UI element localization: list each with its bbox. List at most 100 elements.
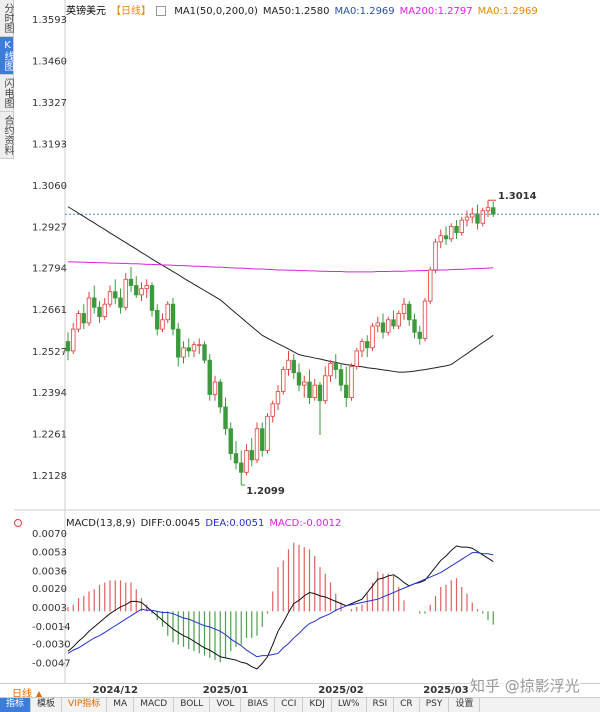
candle-body xyxy=(443,235,449,240)
side-tab[interactable]: 合约资料 xyxy=(0,112,13,159)
toolbar-tab[interactable]: VIP指标 xyxy=(62,698,108,712)
candle-body xyxy=(65,341,71,352)
ma-line xyxy=(67,206,494,373)
candle-body xyxy=(97,306,102,318)
y-tick-label: 0.0036 xyxy=(32,567,67,578)
icon[interactable] xyxy=(156,6,166,16)
toolbar-tab[interactable]: VOL xyxy=(210,698,242,712)
candle-body xyxy=(254,428,260,461)
candle-body xyxy=(81,313,86,324)
candle-body xyxy=(249,450,254,461)
x-tick-label: 2024/12 xyxy=(93,685,138,696)
period: 【日线】 xyxy=(111,6,151,17)
arrow-icon xyxy=(36,691,43,697)
candle-body xyxy=(286,359,291,370)
candle-body xyxy=(265,415,270,451)
candle-body xyxy=(165,303,170,321)
candle-body xyxy=(391,319,396,327)
side-tab[interactable]: K线图 xyxy=(0,37,13,75)
candle-body xyxy=(375,322,380,327)
settings-icon[interactable] xyxy=(14,519,22,527)
candle-body xyxy=(428,269,433,302)
toolbar-tab[interactable]: MA xyxy=(107,698,135,712)
candle-body xyxy=(207,359,212,395)
candle-body xyxy=(449,225,454,240)
legend-entry: DEA:0.0051 xyxy=(205,518,265,529)
y-tick-label: 1.2661 xyxy=(32,305,67,316)
candle-body xyxy=(438,235,443,243)
toolbar-tab[interactable]: 设置 xyxy=(449,698,481,712)
x-tick-label: 2025/01 xyxy=(203,685,248,696)
candle-body xyxy=(338,369,344,386)
toolbar-tab[interactable]: KDJ xyxy=(303,698,332,712)
y-tick-label: 1.3460 xyxy=(32,56,67,67)
candle-body xyxy=(218,381,223,408)
candle-body xyxy=(128,278,134,286)
candle-body xyxy=(459,219,464,233)
candle-body xyxy=(149,285,155,311)
x-tick-label: 2025/03 xyxy=(423,685,468,696)
toolbar-tab[interactable]: RSI xyxy=(367,698,395,712)
toolbar-tab[interactable]: LW% xyxy=(332,698,367,712)
candle-body xyxy=(380,322,386,333)
candle-body xyxy=(191,344,197,352)
toolbar-tab[interactable]: BIAS xyxy=(241,698,276,712)
legend-entry: MACD(13,8,9) xyxy=(66,518,136,529)
toolbar-tab[interactable]: CCI xyxy=(275,698,304,712)
candle-body xyxy=(281,369,286,392)
macd-line xyxy=(67,545,494,670)
legend-entry: MA50:1.2580 xyxy=(262,6,330,17)
candle-body xyxy=(370,325,375,349)
y-tick-label: 1.2261 xyxy=(32,430,67,441)
candle-body xyxy=(475,213,480,224)
candle-body xyxy=(485,207,491,212)
candle-body xyxy=(417,331,422,339)
legend-entry: DIFF:0.0045 xyxy=(140,518,201,529)
candle-body xyxy=(317,384,323,402)
toolbar: 指标 模板 VIP指标 MA MACD BOLL VOL BIAS CCI KDJ LW% RSI CR… xyxy=(0,697,600,712)
y-tick-label: 1.2794 xyxy=(32,264,67,275)
candle-body xyxy=(407,303,412,321)
watermark: 知乎 @掠影浮光 xyxy=(470,675,580,696)
side-tab[interactable]: 闪电图 xyxy=(0,75,13,112)
y-tick-label: 0.0053 xyxy=(32,548,67,559)
toolbar-tab[interactable]: 模板 xyxy=(31,698,63,712)
candle-body xyxy=(296,372,302,386)
side-tab[interactable]: 分时图 xyxy=(0,0,13,37)
candle-body xyxy=(470,213,475,218)
toolbar-tab[interactable]: PSY xyxy=(420,698,450,712)
candle-body xyxy=(239,462,244,473)
candle-body xyxy=(202,344,207,361)
candle-body xyxy=(464,216,470,221)
candle-body xyxy=(365,341,370,349)
candle-body xyxy=(307,381,312,398)
y-tick-label: 1.3060 xyxy=(32,181,67,192)
candle-body xyxy=(354,350,359,367)
candle-body xyxy=(328,362,333,377)
toolbar-tab[interactable]: CR xyxy=(394,698,420,712)
ma-line xyxy=(68,261,494,273)
symbol: 英镑美元 xyxy=(66,6,106,17)
sidebar: 分时图 K线图 闪电图 合约资料 xyxy=(0,0,14,159)
candle-body xyxy=(176,328,181,358)
date-axis: 日线 xyxy=(0,683,600,700)
legend-entry: MA0:1.2969 xyxy=(334,6,395,17)
candle-body xyxy=(323,375,328,402)
candle-body xyxy=(433,241,438,271)
toolbar-tab[interactable]: 指标 xyxy=(0,698,32,712)
legend-entry: MA1(50,0,200,0) xyxy=(174,6,258,17)
candle-body xyxy=(396,313,401,327)
macd-header: MACD(13,8,9) DIFF:0.0045 DEA:0.0051 MACD:-0… xyxy=(66,517,346,531)
candle-body xyxy=(170,303,176,330)
legend-entry: MACD:-0.0012 xyxy=(269,518,342,529)
y-tick-label: -0.0014 xyxy=(32,622,71,633)
candle-body xyxy=(123,278,128,308)
toolbar-tab[interactable]: MACD xyxy=(134,698,175,712)
candle-body xyxy=(386,319,391,333)
period-button[interactable]: 日线 xyxy=(12,685,43,700)
candle-body xyxy=(302,381,307,386)
candle-body xyxy=(181,347,186,358)
y-tick-label: 1.2527 xyxy=(32,347,67,358)
toolbar-tab[interactable]: BOLL xyxy=(174,698,211,712)
